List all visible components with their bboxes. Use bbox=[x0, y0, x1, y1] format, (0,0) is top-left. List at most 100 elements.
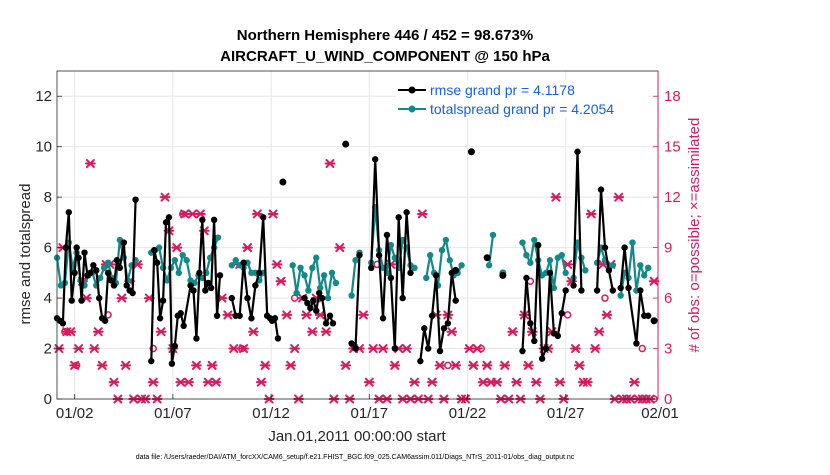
obs-assimilated-marker bbox=[306, 327, 318, 337]
rmse-point bbox=[601, 244, 609, 251]
rmse-point bbox=[107, 277, 115, 284]
rmse-point bbox=[593, 287, 601, 294]
totalspread-point bbox=[519, 239, 526, 246]
totalspread-point bbox=[546, 257, 554, 264]
obs-assimilated-marker bbox=[446, 327, 458, 337]
totalspread-point bbox=[609, 262, 617, 269]
totalspread-point bbox=[387, 241, 395, 249]
rmse-point bbox=[407, 269, 414, 277]
obs-assimilated-marker bbox=[499, 360, 511, 370]
y-left-tick-label: 0 bbox=[44, 391, 52, 408]
rmse-point bbox=[644, 312, 652, 319]
obs-assimilated-marker bbox=[116, 293, 128, 303]
totalspread-point bbox=[214, 234, 222, 241]
obs-assimilated-marker bbox=[367, 344, 379, 354]
rmse-point bbox=[116, 264, 124, 271]
obs-assimilated-marker bbox=[275, 276, 287, 286]
totalspread-line bbox=[488, 234, 495, 266]
obs-assimilated-marker bbox=[389, 360, 401, 370]
y-axis-right-label: # of obs: o=possible; ×=assimilated bbox=[686, 118, 703, 353]
obs-assimilated-marker bbox=[251, 209, 263, 219]
totalspread-point bbox=[411, 264, 418, 271]
totalspread-point bbox=[320, 272, 328, 279]
rmse-point bbox=[148, 357, 155, 365]
rmse-point bbox=[356, 251, 363, 259]
rmse-point bbox=[637, 287, 644, 294]
rmse-point bbox=[81, 249, 88, 256]
totalspread-point bbox=[527, 259, 534, 266]
rmse-point bbox=[387, 274, 395, 282]
totalspread-point bbox=[438, 246, 446, 254]
obs-possible-marker bbox=[477, 344, 485, 353]
obs-assimilated-marker bbox=[324, 159, 336, 169]
obs-assimilated-marker bbox=[629, 377, 640, 387]
rmse-point bbox=[417, 357, 424, 365]
obs-assimilated-marker bbox=[96, 360, 108, 370]
totalspread-point bbox=[297, 264, 304, 271]
rmse-point bbox=[110, 282, 118, 289]
rmse-point bbox=[444, 320, 452, 327]
y-left-tick-label: 10 bbox=[35, 139, 52, 156]
rmse-point bbox=[171, 342, 179, 350]
rmse-point bbox=[271, 315, 279, 322]
rmse-point bbox=[436, 347, 444, 355]
obs-assimilated-marker bbox=[377, 344, 389, 354]
totalspread-point bbox=[309, 264, 316, 271]
obs-assimilated-marker bbox=[320, 327, 332, 337]
rmse-point bbox=[180, 322, 187, 330]
rmse-point bbox=[162, 219, 170, 226]
totalspread-point bbox=[305, 287, 312, 294]
rmse-point bbox=[352, 345, 359, 352]
rmse-point bbox=[322, 320, 330, 327]
rmse-point bbox=[467, 148, 475, 156]
rmse-point bbox=[68, 297, 75, 304]
obs-possible-marker bbox=[444, 361, 452, 370]
rmse-point bbox=[425, 345, 432, 352]
obs-assimilated-marker bbox=[222, 310, 234, 320]
rmse-point bbox=[207, 284, 215, 292]
totalspread-point bbox=[637, 262, 644, 269]
totalspread-point bbox=[348, 292, 355, 299]
chart-title-line1: Northern Hemisphere 446 / 452 = 98.673% bbox=[237, 27, 533, 44]
rmse-point bbox=[244, 294, 251, 302]
rmse-point bbox=[621, 244, 628, 251]
series-layer bbox=[53, 140, 658, 367]
obs-assimilated-marker bbox=[554, 377, 566, 387]
obs-assimilated-marker bbox=[195, 209, 206, 219]
obs-assimilated-marker bbox=[259, 360, 271, 370]
obs-possible-marker bbox=[563, 311, 572, 319]
totalspread-point bbox=[183, 257, 190, 264]
rmse-point bbox=[307, 304, 314, 312]
x-tick-label: 01/12 bbox=[252, 405, 290, 422]
rmse-point bbox=[165, 214, 173, 221]
rmse-point bbox=[310, 297, 317, 304]
totalspread-point bbox=[531, 236, 538, 244]
obs-assimilated-marker bbox=[191, 360, 202, 370]
obs-assimilated-marker bbox=[507, 327, 519, 337]
totalspread-point bbox=[301, 272, 308, 279]
obs-assimilated-marker bbox=[358, 310, 369, 320]
totalspread-point bbox=[442, 236, 450, 244]
rmse-point bbox=[304, 299, 311, 307]
rmse-point bbox=[248, 315, 255, 322]
rmse-point bbox=[156, 315, 164, 322]
obs-assimilated-marker bbox=[363, 377, 375, 387]
rmse-point bbox=[190, 287, 197, 294]
rmse-point bbox=[196, 269, 203, 277]
rmse-point bbox=[546, 269, 554, 277]
rmse-point bbox=[213, 312, 221, 319]
rmse-point bbox=[187, 282, 194, 289]
obs-assimilated-marker bbox=[248, 327, 259, 337]
legend: rmse grand pr = 4.1178 totalspread grand… bbox=[396, 80, 648, 118]
rmse-point bbox=[168, 360, 176, 367]
chart-title-line2: AIRCRAFT_U_WIND_COMPONENT @ 150 hPa bbox=[220, 48, 550, 65]
obs-possible-marker bbox=[149, 344, 157, 353]
y-right-tick-label: 18 bbox=[664, 88, 681, 105]
obs-assimilated-marker bbox=[550, 192, 562, 202]
obs-assimilated-marker bbox=[210, 377, 222, 387]
totalspread-point bbox=[629, 239, 636, 246]
y-axis-right-ticks: 0 3 6 9 12 15 18 bbox=[653, 71, 681, 408]
obs-assimilated-marker bbox=[108, 377, 120, 387]
obs-assimilated-marker bbox=[242, 243, 253, 253]
